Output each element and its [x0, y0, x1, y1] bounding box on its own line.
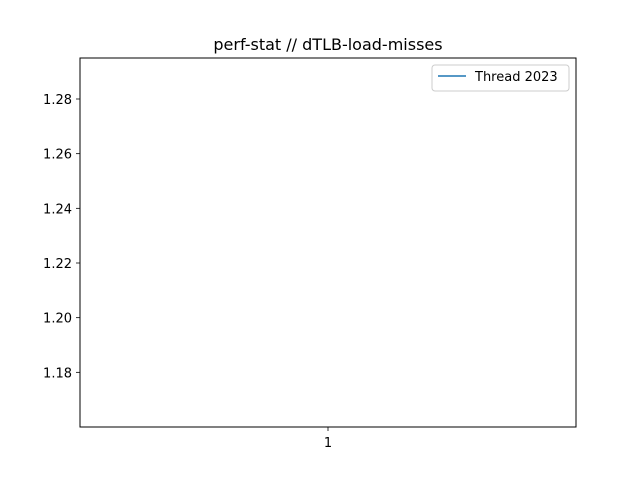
chart-title: perf-stat // dTLB-load-misses	[213, 35, 442, 54]
y-tick-label: 1.24	[43, 202, 72, 217]
y-axis: 1.18 1.20 1.22 1.24 1.26 1.28	[43, 93, 80, 381]
legend-box	[431, 64, 570, 92]
x-tick-label: 1	[324, 436, 332, 451]
y-tick-label: 1.22	[43, 257, 72, 272]
legend-label-thread-2023: Thread 2023	[474, 70, 558, 85]
legend: Thread 2023	[431, 64, 570, 92]
y-tick-label: 1.28	[43, 93, 72, 108]
y-tick-label: 1.20	[43, 312, 72, 327]
x-axis: 1	[324, 427, 332, 451]
y-tick-label: 1.26	[43, 148, 72, 163]
y-tick-label: 1.18	[43, 366, 72, 381]
